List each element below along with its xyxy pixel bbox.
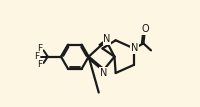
Text: N: N	[100, 68, 107, 77]
Text: F: F	[38, 44, 43, 53]
Text: O: O	[141, 24, 149, 34]
Text: N: N	[131, 43, 138, 54]
Text: F: F	[38, 60, 43, 69]
Text: N: N	[103, 34, 111, 44]
Text: F: F	[34, 52, 40, 61]
